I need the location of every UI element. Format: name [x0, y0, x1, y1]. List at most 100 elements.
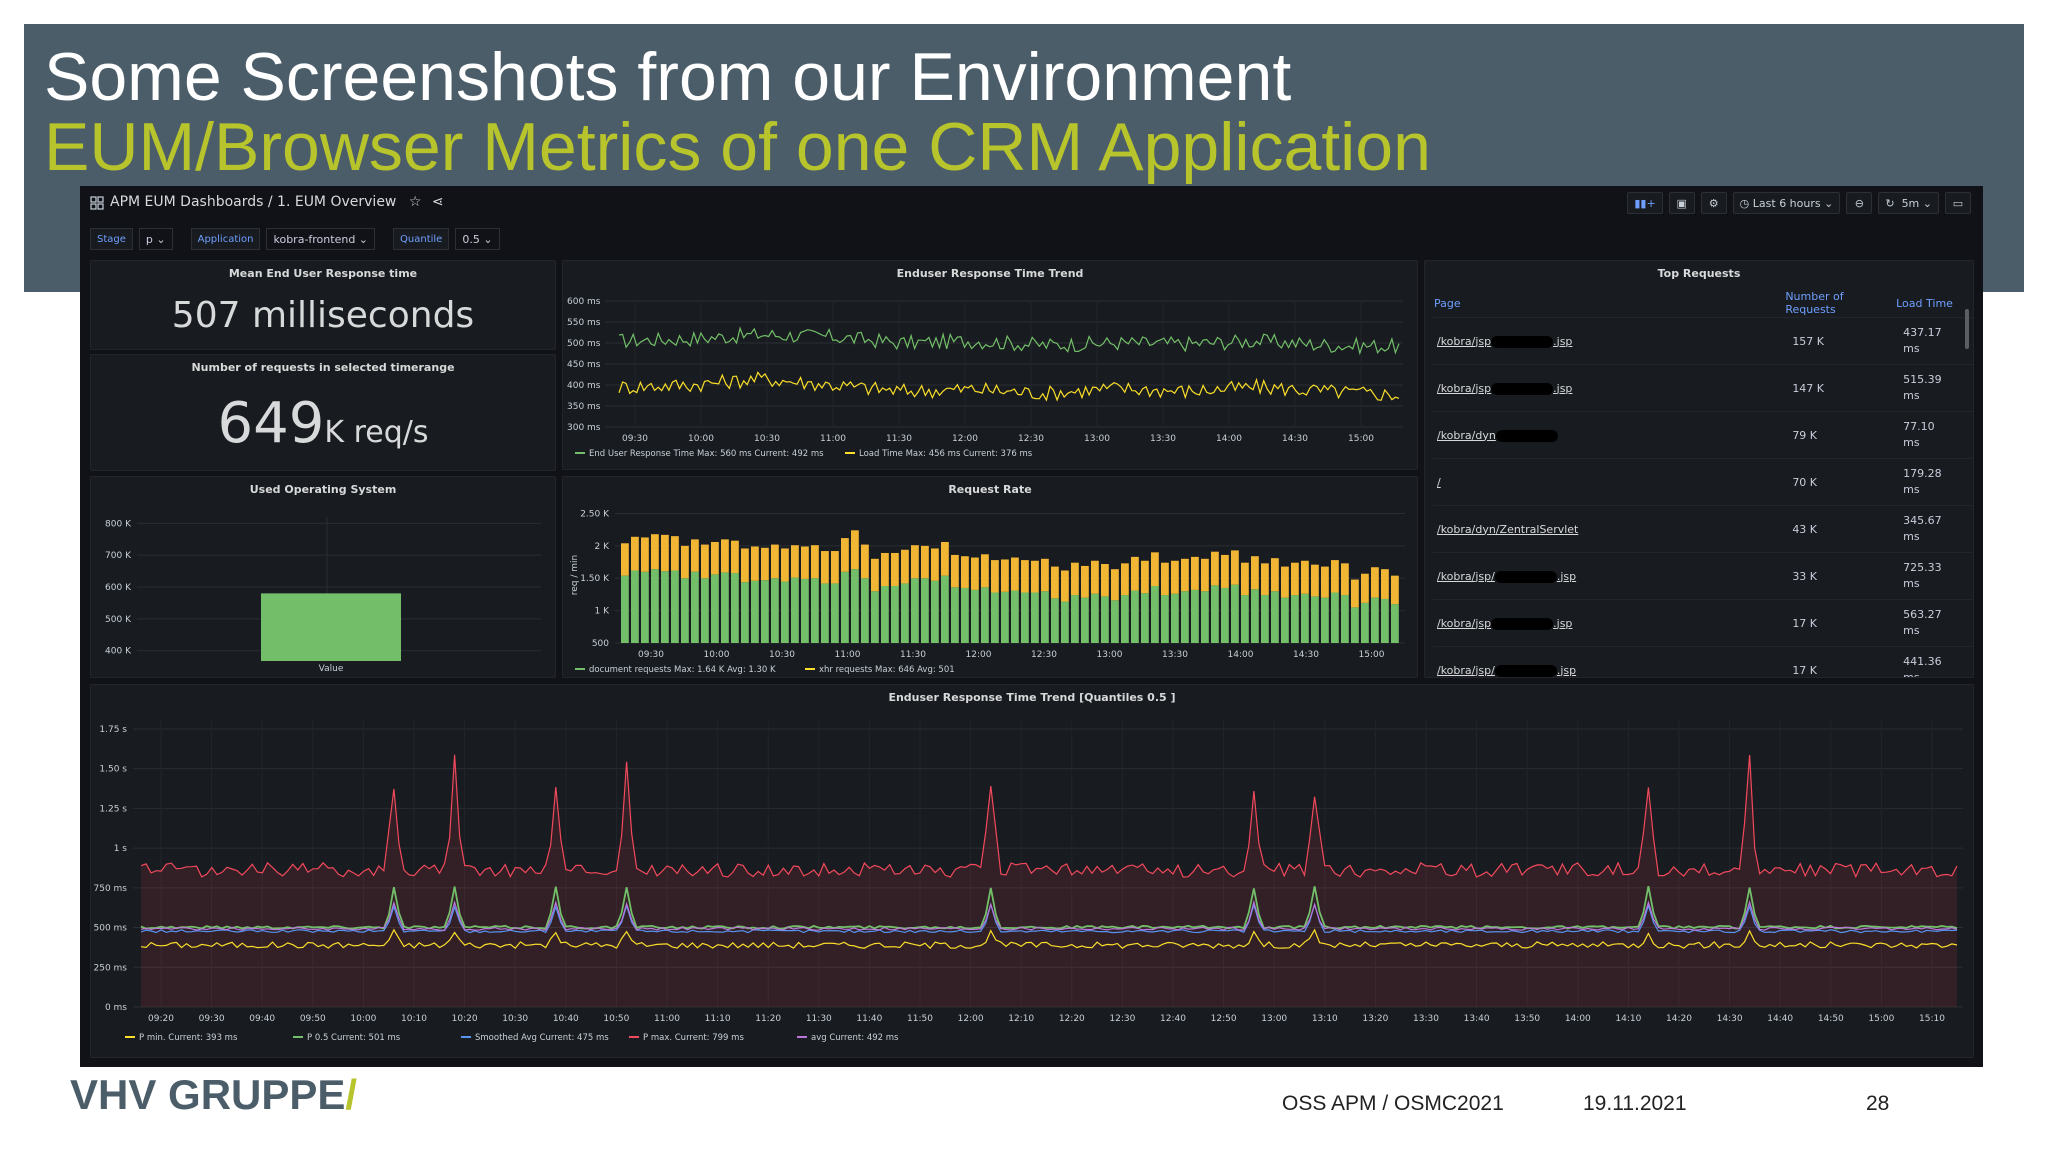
bar-document-requests — [1131, 590, 1139, 643]
bar-xhr-requests — [981, 554, 989, 588]
panel-requests[interactable]: Number of requests in selected timerange… — [90, 354, 556, 471]
bar-xhr-requests — [1301, 560, 1309, 594]
page-number: 28 — [1866, 1092, 1890, 1115]
bar-document-requests — [821, 583, 829, 643]
breadcrumb-text[interactable]: APM EUM Dashboards / 1. EUM Overview — [110, 194, 397, 210]
page-link[interactable]: /kobra/jsp .jsp — [1433, 364, 1785, 412]
x-tick-label: 09:30 — [622, 434, 648, 444]
panel-top-requests[interactable]: Top Requests Page Number of Requests Loa… — [1424, 260, 1974, 678]
panel-title: Top Requests — [1657, 267, 1741, 280]
load-time: 515.39 ms — [1895, 364, 1973, 412]
y-tick-label: 2.50 K — [580, 509, 610, 519]
y-tick-label: 1.50 K — [580, 574, 610, 584]
grid-icon[interactable] — [90, 196, 104, 210]
bar-document-requests — [901, 583, 909, 643]
bar-document-requests — [671, 570, 679, 643]
var-label-application: Application — [190, 228, 261, 250]
bar-document-requests — [931, 580, 939, 643]
y-axis-label: req / min — [570, 555, 580, 595]
table-row[interactable]: /kobra/jsp/ .jsp 33 K 725.33 ms — [1433, 552, 1973, 600]
bar-document-requests — [921, 578, 929, 643]
bar-document-requests — [791, 577, 799, 643]
page-path[interactable]: /kobra/dyn — [1437, 428, 1496, 442]
table-row[interactable]: /kobra/jsp .jsp 157 K 437.17 ms — [1433, 317, 1973, 365]
page-path[interactable]: /kobra/jsp/ — [1437, 663, 1495, 677]
load-time-unit: ms — [1903, 389, 1920, 402]
y-tick-label: 350 ms — [567, 402, 601, 412]
bar-document-requests — [1361, 602, 1369, 643]
bar-document-requests — [1271, 591, 1279, 643]
x-tick-label: 09:20 — [148, 1014, 174, 1024]
page-suffix[interactable]: .jsp — [1556, 663, 1577, 677]
page-suffix[interactable]: .jsp — [1553, 381, 1573, 395]
save-icon[interactable]: ▣ — [1668, 192, 1695, 214]
share-icon[interactable]: ⋖ — [431, 194, 444, 210]
x-tick-label: 14:20 — [1666, 1014, 1692, 1024]
series-line-load-time — [618, 371, 1400, 402]
bar-document-requests — [761, 580, 769, 643]
bar-xhr-requests — [811, 545, 819, 579]
requests-value-wrap: 649K req/s — [91, 391, 555, 456]
page-link[interactable]: /kobra/jsp .jsp — [1433, 317, 1785, 365]
bar-document-requests — [1011, 590, 1019, 643]
page-link[interactable]: /kobra/jsp/ .jsp — [1433, 646, 1785, 677]
add-panel-icon[interactable]: ▮▮+ — [1627, 192, 1663, 214]
trend-chart: 600 ms 550 ms 500 ms 450 ms 400 ms 350 ms 300 … — [567, 297, 1403, 459]
bar-document-requests — [1301, 593, 1309, 643]
page-path[interactable]: / — [1437, 475, 1441, 489]
panel-title: Enduser Response Time Trend [Quantiles 0… — [888, 691, 1176, 704]
page-link[interactable]: / — [1433, 458, 1785, 506]
load-time-unit: ms — [1903, 483, 1920, 496]
page-link[interactable]: /kobra/jsp .jsp — [1433, 599, 1785, 647]
var-select-quantile[interactable]: 0.5 ⌄ — [455, 228, 500, 250]
panel-quantile[interactable]: Enduser Response Time Trend [Quantiles 0… — [90, 684, 1974, 1058]
var-label-stage: Stage — [90, 228, 133, 250]
time-picker[interactable]: ◷ Last 6 hours ⌄ — [1732, 192, 1841, 214]
page-link[interactable]: /kobra/jsp/ .jsp — [1433, 552, 1785, 600]
col-load-time[interactable]: Load Time — [1896, 296, 1953, 310]
panel-os[interactable]: Used Operating System 800 K 700 K 600 K 500… — [90, 476, 556, 678]
col-page[interactable]: Page — [1434, 296, 1461, 310]
var-select-application[interactable]: kobra-frontend ⌄ — [266, 228, 376, 250]
table-row[interactable]: / 70 K 179.28 ms — [1433, 458, 1973, 506]
page-path[interactable]: /kobra/jsp — [1437, 616, 1492, 630]
table-row[interactable]: /kobra/jsp .jsp 147 K 515.39 ms — [1433, 364, 1973, 412]
breadcrumb[interactable]: APM EUM Dashboards / 1. EUM Overview ☆ ⋖ — [110, 194, 444, 210]
table-row[interactable]: /kobra/jsp/ .jsp 17 K 441.36 ms — [1433, 646, 1973, 677]
x-tick-label: 15:00 — [1868, 1014, 1894, 1024]
table-row[interactable]: /kobra/dyn 79 K 77.10 ms — [1433, 411, 1973, 459]
page-suffix[interactable]: .jsp — [1553, 616, 1573, 630]
page-suffix[interactable]: .jsp — [1556, 569, 1577, 583]
y-tick-label: 1 s — [114, 844, 128, 854]
bar-document-requests — [1021, 592, 1029, 643]
bar-document-requests — [881, 586, 889, 643]
table-row[interactable]: /kobra/jsp .jsp 17 K 563.27 ms — [1433, 599, 1973, 647]
load-time-value: 437.17 — [1903, 326, 1942, 339]
page-link[interactable]: /kobra/dyn/ZentralServlet — [1433, 505, 1785, 553]
refresh-picker[interactable]: ↻ 5m ⌄ — [1878, 192, 1939, 214]
var-select-stage[interactable]: p ⌄ — [138, 228, 173, 250]
bar-xhr-requests — [1101, 563, 1109, 597]
col-requests[interactable]: Number of Requests — [1785, 290, 1844, 316]
panel-trend[interactable]: Enduser Response Time Trend 600 ms 550 ms… — [562, 260, 1418, 470]
bar-document-requests — [1211, 585, 1219, 643]
zoom-out-icon[interactable]: ⊖ — [1846, 192, 1873, 214]
bar-xhr-requests — [721, 539, 729, 573]
request-count: 70 K — [1784, 458, 1896, 506]
panel-title: Mean End User Response time — [228, 267, 418, 280]
settings-icon[interactable]: ⚙ — [1700, 192, 1727, 214]
panel-request-rate[interactable]: Request Rate 2.50 K 2 K 1.50 K 1 K 500 req / … — [562, 476, 1418, 678]
page-path[interactable]: /kobra/dyn/ZentralServlet — [1437, 522, 1579, 536]
table-row[interactable]: /kobra/dyn/ZentralServlet 43 K 345.67 ms — [1433, 505, 1973, 553]
page-suffix[interactable]: .jsp — [1553, 334, 1573, 348]
page-path[interactable]: /kobra/jsp/ — [1437, 569, 1495, 583]
panel-mean-response[interactable]: Mean End User Response time 507 millisec… — [90, 260, 556, 350]
tv-mode-icon[interactable]: ▭ — [1945, 192, 1971, 214]
page-link[interactable]: /kobra/dyn — [1433, 411, 1785, 459]
page-path[interactable]: /kobra/jsp — [1437, 381, 1492, 395]
bar-document-requests — [1091, 593, 1099, 643]
page-path[interactable]: /kobra/jsp — [1437, 334, 1492, 348]
star-icon[interactable]: ☆ — [408, 194, 422, 210]
x-tick-label: 12:00 — [958, 1014, 984, 1024]
scrollbar[interactable] — [1965, 309, 1969, 349]
